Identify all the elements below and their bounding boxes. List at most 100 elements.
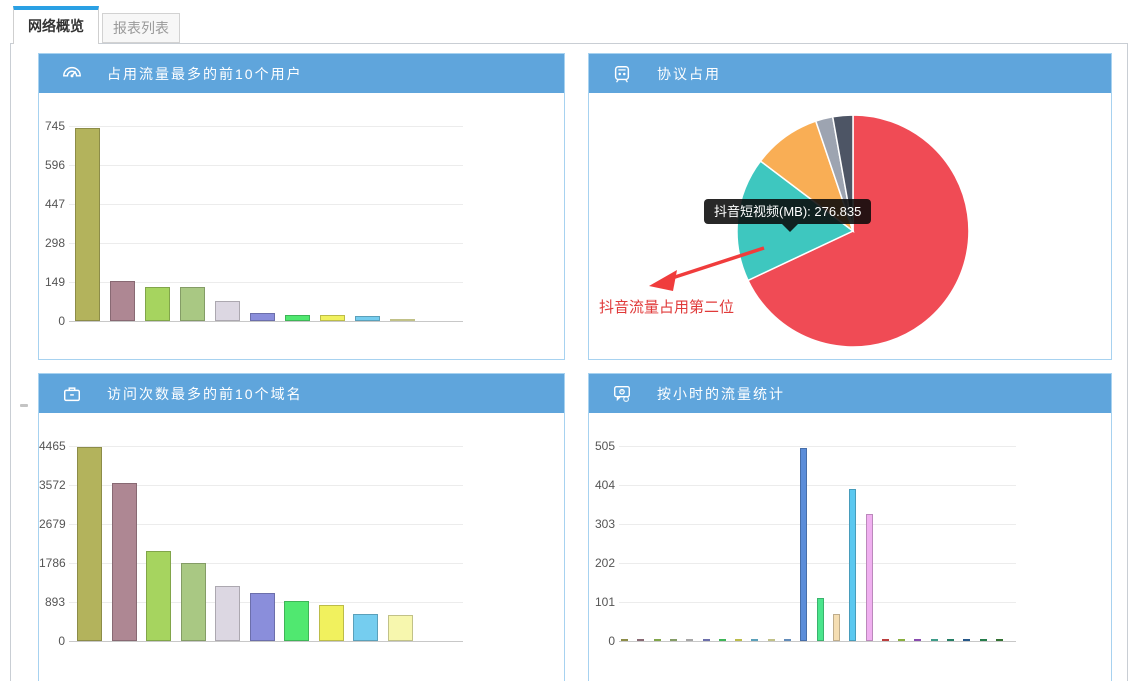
bar[interactable] [284, 600, 309, 641]
y-axis-tick-label: 596 [44, 158, 65, 172]
gridline [69, 485, 463, 486]
bar[interactable] [914, 639, 922, 641]
gridline [69, 563, 463, 564]
bar[interactable] [110, 281, 135, 321]
panel-title: 按小时的流量统计 [657, 385, 785, 402]
panel-top-domains-header: 访问次数最多的前10个域名 [39, 374, 564, 413]
y-axis-tick-label: 202 [594, 556, 615, 570]
bar[interactable] [318, 604, 344, 641]
bar[interactable] [353, 613, 378, 641]
bar[interactable] [800, 447, 808, 641]
bar[interactable] [881, 639, 889, 641]
protocol-pie-chart: 抖音短视频(MB): 276.835 抖音流量占用第二位 [589, 93, 1111, 359]
panel-protocol-usage: 协议占用 抖音短视频(MB): 276.835 抖音流量占用第二位 [588, 53, 1112, 360]
bar[interactable] [702, 639, 710, 641]
gridline [69, 165, 463, 166]
gridline [69, 641, 463, 642]
chat-gear-icon [614, 385, 630, 402]
bar[interactable] [751, 639, 759, 641]
bar[interactable] [767, 639, 775, 641]
bar[interactable] [180, 563, 206, 641]
bar[interactable] [930, 639, 938, 641]
gridline [69, 524, 463, 525]
panel-top-domains: 访问次数最多的前10个域名 0 893 1786 2679 3572 4465 [38, 373, 565, 681]
bar[interactable] [621, 639, 628, 641]
bar[interactable] [995, 639, 1003, 641]
gauge-icon [63, 66, 81, 77]
bar[interactable] [816, 597, 824, 641]
bar[interactable] [285, 314, 310, 321]
bar[interactable] [947, 639, 954, 641]
gridline [619, 446, 1016, 447]
gridline [619, 563, 1016, 564]
panel-hourly-header: 按小时的流量统计 [589, 374, 1111, 413]
y-axis-tick-label: 0 [58, 314, 65, 328]
bar[interactable] [111, 482, 137, 641]
tab-report-list[interactable]: 报表列表 [102, 13, 180, 43]
gridline [69, 282, 463, 283]
bar[interactable] [849, 488, 857, 641]
bar[interactable] [320, 315, 345, 321]
gridline [619, 485, 1016, 486]
bar[interactable] [686, 639, 694, 641]
pie-chart-svg [736, 114, 970, 348]
top-domains-chart: 0 893 1786 2679 3572 4465 [39, 413, 564, 681]
y-axis-tick-label: 2679 [39, 517, 66, 531]
bar[interactable] [898, 639, 906, 641]
pie-tooltip: 抖音短视频(MB): 276.835 [704, 199, 872, 232]
y-axis-tick-label: 101 [594, 595, 615, 609]
bar[interactable] [637, 639, 645, 641]
bar[interactable] [669, 639, 677, 641]
panel-top-users-header: 占用流量最多的前10个用户 [39, 54, 564, 93]
y-axis-tick-label: 0 [58, 634, 65, 648]
gridline [619, 641, 1016, 642]
bar[interactable] [355, 315, 380, 321]
gridline [69, 204, 463, 205]
bar[interactable] [979, 639, 987, 641]
gridline [69, 321, 463, 322]
bar[interactable] [215, 586, 240, 641]
top-users-chart: 0 149 298 447 596 745 [39, 93, 564, 359]
bar[interactable] [146, 551, 171, 641]
y-axis-tick-label: 745 [44, 119, 65, 133]
tab-network-overview[interactable]: 网络概览 [13, 6, 99, 44]
bar[interactable] [865, 513, 873, 641]
bar[interactable] [180, 287, 205, 321]
panel-hourly-traffic: 按小时的流量统计 0 101 202 303 404 505 [588, 373, 1112, 681]
gridline [69, 243, 463, 244]
bar[interactable] [75, 128, 100, 321]
bar[interactable] [215, 301, 240, 321]
y-axis-tick-label: 505 [594, 439, 615, 453]
bar[interactable] [387, 615, 413, 641]
bar[interactable] [250, 312, 275, 321]
y-axis-tick-label: 4465 [39, 439, 66, 453]
bar[interactable] [390, 319, 415, 321]
y-axis-tick-label: 3572 [39, 478, 66, 492]
bar[interactable] [963, 639, 971, 641]
gridline [619, 524, 1016, 525]
bar[interactable] [653, 639, 661, 641]
pie-slice[interactable] [747, 114, 970, 348]
y-axis-tick-label: 149 [44, 275, 65, 289]
panel-top-users: 占用流量最多的前10个用户 0 149 298 447 596 745 [38, 53, 565, 360]
y-axis-tick-label: 1786 [39, 556, 66, 570]
bar[interactable] [832, 613, 840, 641]
bar[interactable] [145, 286, 170, 321]
y-axis-tick-label: 893 [44, 595, 65, 609]
bar[interactable] [735, 639, 743, 641]
y-axis-tick-label: 0 [608, 634, 615, 648]
y-axis-tick-label: 447 [44, 197, 65, 211]
briefcase-icon [64, 386, 80, 401]
bar[interactable] [784, 639, 791, 641]
bar[interactable] [718, 639, 726, 641]
panel-protocol-header: 协议占用 [589, 54, 1111, 93]
annotation-text: 抖音流量占用第二位 [599, 299, 735, 316]
y-axis-tick-label: 404 [594, 478, 615, 492]
hourly-traffic-chart: 0 101 202 303 404 505 [589, 413, 1111, 681]
y-axis-tick-label: 303 [594, 517, 615, 531]
y-axis-tick-label: 298 [44, 236, 65, 250]
bar[interactable] [77, 447, 102, 641]
gridline [69, 126, 463, 127]
panel-title: 访问次数最多的前10个域名 [107, 385, 303, 402]
bar[interactable] [249, 592, 275, 641]
